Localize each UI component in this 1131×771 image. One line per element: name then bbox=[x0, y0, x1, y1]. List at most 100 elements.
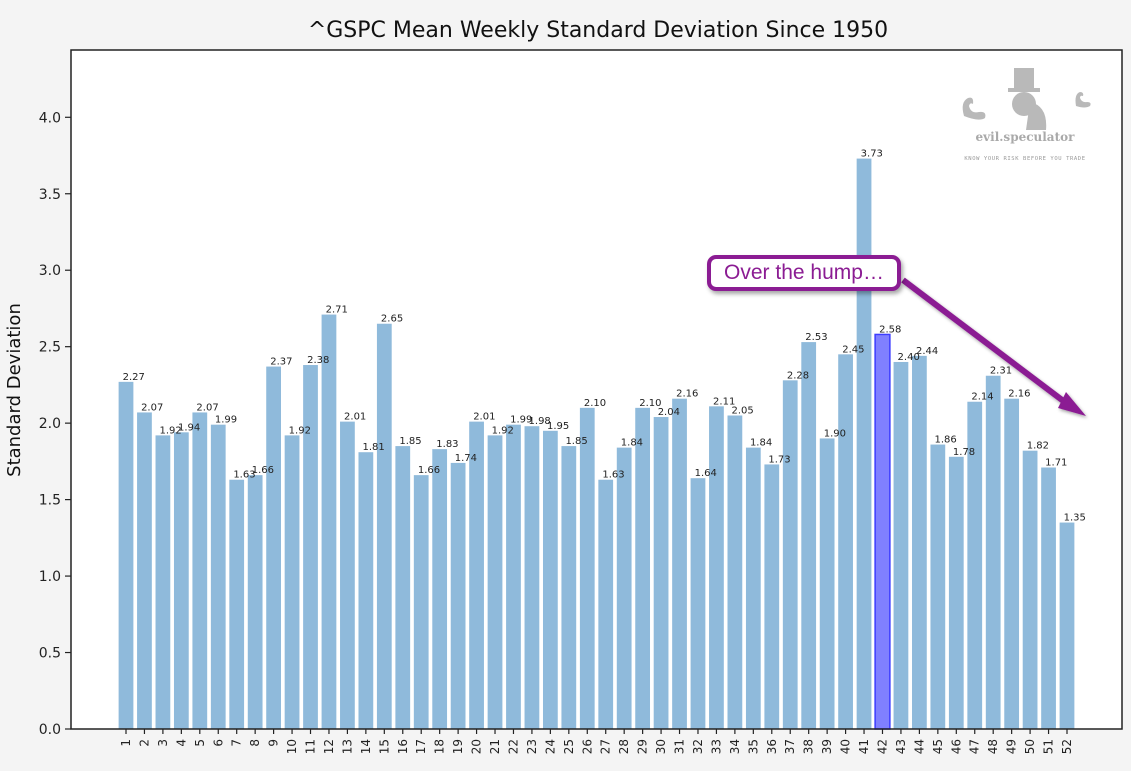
y-tick-label: 1.0 bbox=[39, 569, 61, 585]
data-label-week-51: 1.71 bbox=[1045, 457, 1067, 468]
plot-frame bbox=[70, 49, 1123, 730]
bar-week-40 bbox=[838, 354, 853, 729]
data-label-week-42: 2.58 bbox=[879, 324, 901, 335]
bar-week-7 bbox=[229, 479, 245, 729]
bar-week-43 bbox=[893, 361, 909, 729]
bar-week-22 bbox=[506, 424, 521, 729]
bar-week-5 bbox=[192, 412, 208, 729]
bar-week-23 bbox=[524, 426, 540, 729]
data-label-week-38: 2.53 bbox=[805, 332, 827, 343]
x-tick-label-42: 42 bbox=[875, 739, 889, 754]
bar-week-44 bbox=[912, 355, 927, 729]
data-label-week-35: 1.84 bbox=[750, 438, 772, 449]
data-label-week-6: 1.99 bbox=[215, 415, 237, 426]
bar-week-1 bbox=[118, 381, 134, 729]
bar-week-50 bbox=[1022, 450, 1038, 729]
bar-week-37 bbox=[782, 380, 798, 729]
data-label-week-22: 1.99 bbox=[510, 415, 532, 426]
plot-area bbox=[71, 50, 1122, 729]
data-label-week-33: 2.11 bbox=[713, 396, 735, 407]
data-label-week-5: 2.07 bbox=[196, 402, 218, 413]
x-tick-label-25: 25 bbox=[562, 739, 576, 754]
data-label-week-48: 2.31 bbox=[990, 366, 1012, 377]
arrow-shaft bbox=[901, 277, 1072, 409]
data-label-week-23: 1.98 bbox=[529, 416, 551, 427]
watermark-logo: evil.speculator KNOW YOUR RISK BEFORE YO… bbox=[950, 66, 1100, 170]
data-label-week-1: 2.27 bbox=[123, 372, 145, 383]
hat-icon bbox=[1014, 68, 1034, 90]
bar-week-32 bbox=[690, 478, 706, 729]
data-label-week-14: 1.81 bbox=[362, 442, 384, 453]
bar-week-29 bbox=[635, 407, 651, 729]
x-tick-label-9: 9 bbox=[267, 739, 281, 747]
x-tick-label-49: 49 bbox=[1005, 739, 1019, 754]
x-tick-label-17: 17 bbox=[414, 739, 428, 754]
x-tick-label-27: 27 bbox=[599, 739, 613, 754]
y-tick-label: 3.0 bbox=[39, 263, 61, 279]
data-label-week-31: 2.16 bbox=[676, 389, 698, 400]
bar-week-36 bbox=[764, 464, 780, 729]
x-tick-label-47: 47 bbox=[968, 739, 982, 754]
x-tick-label-32: 32 bbox=[691, 739, 705, 754]
bar-week-38 bbox=[801, 342, 817, 729]
bar-week-6 bbox=[210, 424, 226, 729]
bar-week-42 bbox=[874, 333, 891, 730]
y-tick-label: 2.5 bbox=[39, 340, 61, 356]
watermark-tagline: KNOW YOUR RISK BEFORE YOU TRADE bbox=[964, 156, 1086, 162]
x-tick-label-23: 23 bbox=[525, 739, 539, 754]
x-tick-label-21: 21 bbox=[488, 739, 502, 754]
x-tick-label-16: 16 bbox=[396, 739, 410, 754]
y-axis-label: Standard Deviation bbox=[4, 303, 25, 477]
data-label-week-24: 1.95 bbox=[547, 421, 569, 432]
data-label-week-37: 2.28 bbox=[787, 370, 809, 381]
bar-week-16 bbox=[395, 446, 411, 729]
x-tick-label-29: 29 bbox=[636, 739, 650, 754]
bar-week-39 bbox=[819, 438, 835, 729]
chart-title: ^GSPC Mean Weekly Standard Deviation Sin… bbox=[308, 18, 888, 43]
x-tick-label-15: 15 bbox=[377, 739, 391, 754]
y-tick-label: 1.5 bbox=[39, 493, 61, 509]
data-label-week-11: 2.38 bbox=[307, 355, 329, 366]
bar-week-45 bbox=[930, 444, 946, 729]
x-tick-label-6: 6 bbox=[211, 739, 225, 747]
data-label-week-2: 2.07 bbox=[141, 402, 163, 413]
data-label-week-45: 1.86 bbox=[934, 435, 956, 446]
data-label-week-16: 1.85 bbox=[399, 436, 421, 447]
x-tick-label-5: 5 bbox=[193, 739, 207, 747]
bars-group bbox=[118, 158, 1075, 730]
data-label-week-32: 1.64 bbox=[695, 468, 717, 479]
data-label-week-7: 1.63 bbox=[233, 470, 255, 481]
bar-week-20 bbox=[469, 421, 484, 729]
bar-week-34 bbox=[727, 415, 743, 729]
bar-week-41 bbox=[856, 158, 872, 729]
data-label-week-46: 1.78 bbox=[953, 447, 975, 458]
bar-week-31 bbox=[672, 398, 687, 729]
data-label-week-52: 1.35 bbox=[1064, 513, 1086, 524]
x-tick-label-2: 2 bbox=[137, 739, 151, 747]
data-label-week-50: 1.82 bbox=[1027, 441, 1049, 452]
bar-week-2 bbox=[137, 412, 152, 729]
bar-week-19 bbox=[450, 462, 466, 729]
bar-week-9 bbox=[266, 366, 281, 729]
data-label-week-27: 1.63 bbox=[602, 470, 624, 481]
bar-week-28 bbox=[616, 447, 632, 729]
x-tick-label-33: 33 bbox=[709, 739, 723, 754]
bar-week-35 bbox=[745, 447, 761, 729]
x-axis: 1 2 3 4 5 6 7 8 9 10 11 12 13 14 15 16 17 18 19 20 21 22 23 24 2… bbox=[119, 729, 1074, 754]
bar-week-10 bbox=[284, 435, 300, 729]
x-tick-label-39: 39 bbox=[820, 739, 834, 754]
x-tick-label-1: 1 bbox=[119, 739, 133, 747]
bar-week-4 bbox=[173, 432, 189, 729]
x-tick-label-31: 31 bbox=[673, 739, 687, 754]
x-tick-label-38: 38 bbox=[802, 739, 816, 754]
bar-week-47 bbox=[967, 401, 983, 729]
data-label-week-8: 1.66 bbox=[252, 465, 274, 476]
data-label-week-3: 1.92 bbox=[160, 425, 182, 436]
y-tick-label: 0.5 bbox=[39, 646, 61, 662]
x-tick-label-20: 20 bbox=[470, 739, 484, 754]
x-tick-label-18: 18 bbox=[433, 739, 447, 754]
annotation-callout: Over the hump… bbox=[707, 255, 901, 291]
x-tick-label-36: 36 bbox=[765, 739, 779, 754]
data-label-week-20: 2.01 bbox=[473, 412, 495, 423]
bar-week-18 bbox=[432, 449, 448, 729]
